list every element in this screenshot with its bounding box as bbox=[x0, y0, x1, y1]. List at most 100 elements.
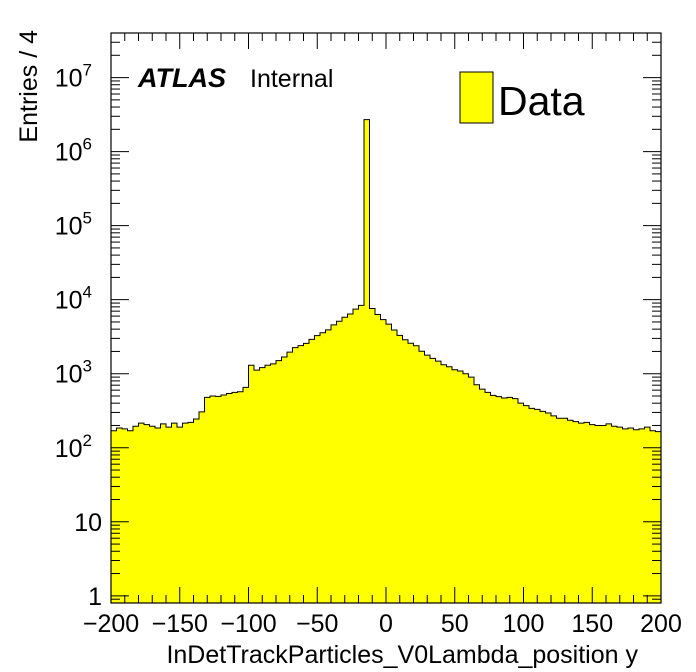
histogram-bar bbox=[589, 424, 596, 603]
histogram-bar bbox=[331, 324, 337, 603]
histogram-bar bbox=[457, 370, 464, 603]
y-axis-label: Entries / 4 bbox=[15, 30, 43, 143]
histogram-bar bbox=[545, 412, 552, 603]
histogram-bar bbox=[540, 411, 546, 603]
histogram-bar bbox=[496, 396, 502, 603]
histogram-bar bbox=[386, 324, 392, 603]
y-tick-label: 106 bbox=[55, 135, 92, 167]
histogram-bar bbox=[320, 332, 326, 603]
legend-label: Data bbox=[498, 78, 585, 124]
histogram-bar bbox=[171, 423, 178, 603]
histogram-bar bbox=[303, 343, 310, 603]
histogram-bar bbox=[600, 425, 607, 603]
histogram-bar bbox=[655, 431, 662, 603]
histogram-bar bbox=[573, 421, 579, 603]
histogram-bar bbox=[259, 367, 266, 603]
histogram-bar bbox=[133, 426, 139, 603]
histogram-bar bbox=[529, 408, 535, 603]
histogram-bar bbox=[292, 347, 299, 603]
histogram-bar bbox=[556, 418, 563, 603]
histogram-bar bbox=[424, 355, 431, 603]
histogram-bar bbox=[336, 321, 343, 603]
histogram-bar bbox=[116, 427, 123, 603]
histogram-bar bbox=[309, 339, 315, 603]
histogram-bar bbox=[237, 391, 244, 603]
x-tick-label: −150 bbox=[152, 610, 208, 638]
x-tick-label: −200 bbox=[83, 610, 139, 638]
histogram-bar bbox=[584, 422, 590, 603]
histogram-bar bbox=[243, 387, 249, 603]
histogram-bar bbox=[639, 428, 645, 603]
histogram-bar bbox=[347, 314, 354, 603]
histogram-bar bbox=[287, 352, 293, 603]
x-axis-label: InDetTrackParticles_V0Lambda_position y bbox=[166, 641, 638, 669]
histogram-bar bbox=[507, 397, 513, 603]
y-axis-ticks: 1 10 102 103 104 105 106 107 bbox=[55, 32, 661, 611]
histogram-bar bbox=[281, 357, 288, 603]
histogram-bar bbox=[155, 427, 161, 603]
histogram-bar bbox=[419, 351, 425, 603]
histogram-bar bbox=[210, 396, 216, 603]
histogram-bar bbox=[226, 393, 233, 603]
histogram-bar bbox=[479, 389, 486, 603]
y-tick-label: 105 bbox=[55, 209, 92, 241]
histogram-bar bbox=[523, 405, 530, 603]
histogram-bar bbox=[490, 395, 497, 603]
histogram-bar bbox=[232, 392, 238, 603]
histogram-bar bbox=[501, 397, 508, 603]
histogram-bar bbox=[430, 358, 436, 603]
histogram-bar bbox=[270, 363, 277, 603]
histogram-bar bbox=[512, 398, 519, 603]
histogram-bar bbox=[193, 418, 200, 603]
atlas-label-group: ATLAS Internal bbox=[137, 63, 333, 93]
histogram-bar bbox=[248, 365, 255, 603]
y-tick-label: 107 bbox=[55, 61, 92, 93]
histogram-bar bbox=[298, 345, 304, 603]
histogram-bar bbox=[446, 366, 453, 603]
histogram-bar bbox=[254, 370, 260, 603]
histogram-bar bbox=[413, 345, 420, 603]
x-tick-label: −100 bbox=[220, 610, 276, 638]
histogram-bar bbox=[474, 384, 480, 603]
histogram-bar bbox=[595, 425, 601, 603]
x-tick-label: −50 bbox=[296, 610, 338, 638]
histogram-bar bbox=[611, 426, 618, 603]
histogram-bar bbox=[534, 409, 541, 603]
atlas-label: ATLAS bbox=[137, 63, 226, 93]
y-tick-label: 104 bbox=[55, 283, 92, 315]
histogram-bar bbox=[188, 422, 194, 603]
legend: Data bbox=[459, 71, 585, 124]
histogram-bar bbox=[166, 427, 172, 603]
y-tick-label: 1 bbox=[88, 583, 102, 611]
histogram-bar bbox=[314, 335, 321, 603]
x-tick-label: 150 bbox=[571, 610, 613, 638]
histogram-bar bbox=[358, 305, 365, 603]
histogram-bar bbox=[617, 427, 623, 603]
histogram-bar bbox=[408, 343, 414, 603]
legend-swatch bbox=[459, 71, 494, 124]
x-tick-label: 200 bbox=[640, 610, 682, 638]
histogram-bar bbox=[204, 397, 211, 603]
histogram-bars bbox=[110, 119, 662, 603]
histogram-bar bbox=[182, 423, 189, 603]
histogram-bar bbox=[578, 423, 585, 603]
histogram-bar bbox=[276, 360, 282, 603]
histogram-bar bbox=[215, 396, 222, 603]
x-tick-label: 100 bbox=[503, 610, 545, 638]
histogram-bar bbox=[364, 119, 370, 603]
histogram-bar bbox=[397, 335, 403, 603]
histogram-bar bbox=[325, 329, 332, 603]
histogram-bar bbox=[622, 428, 629, 603]
histogram-bar bbox=[375, 314, 381, 603]
histogram-bar bbox=[144, 424, 150, 603]
histogram-bar bbox=[380, 319, 387, 603]
histogram-bar bbox=[463, 373, 469, 603]
atlas-sublabel: Internal bbox=[250, 65, 333, 93]
histogram-bar bbox=[402, 339, 409, 603]
histogram-bar bbox=[435, 361, 442, 603]
histogram-bar bbox=[122, 428, 128, 603]
histogram-bar bbox=[468, 377, 475, 603]
histogram-bar bbox=[369, 308, 376, 603]
x-tick-label: 50 bbox=[441, 610, 469, 638]
histogram-bar bbox=[551, 415, 557, 603]
